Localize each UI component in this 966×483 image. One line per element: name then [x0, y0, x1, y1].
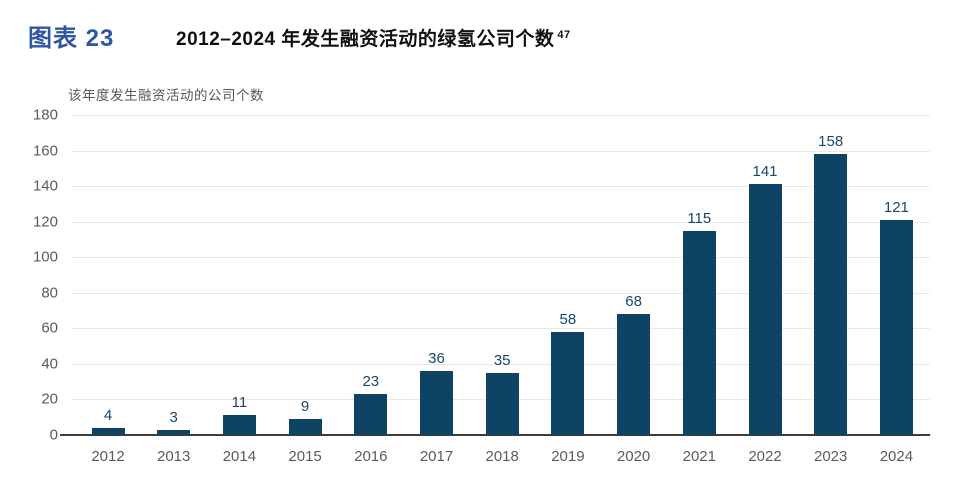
y-axis-tick-label: 80 [41, 284, 58, 302]
gridline [72, 328, 930, 330]
footnote-reference: 47 [557, 28, 571, 41]
y-axis-tick-label: 120 [32, 213, 58, 231]
bar-2021 [682, 230, 716, 435]
chart-title: 2012–2024 年发生融资活动的绿氢公司个数 47 [176, 24, 571, 51]
gridline [72, 292, 930, 294]
bar-2024 [879, 219, 913, 435]
y-axis-tick-label: 100 [32, 248, 58, 266]
y-axis-tick-label: 20 [41, 390, 58, 408]
bar-value-label: 141 [752, 163, 778, 181]
bar-2014 [222, 415, 256, 435]
bar-value-label: 36 [428, 350, 445, 367]
bar-value-label: 9 [300, 398, 310, 415]
gridline [72, 150, 930, 152]
bar-value-label: 11 [231, 394, 248, 412]
bar-value-label: 58 [559, 310, 577, 328]
bar-2015 [288, 419, 322, 435]
y-axis-tick-label: 40 [41, 355, 58, 373]
bar-value-label: 4 [103, 406, 113, 424]
x-axis-tick-label: 2017 [419, 448, 454, 465]
bar-2017 [420, 371, 453, 435]
bar-value-label: 115 [687, 209, 712, 227]
bar-2019 [551, 331, 585, 435]
gridline [72, 221, 930, 223]
bar-value-label: 158 [818, 133, 844, 151]
y-axis-tick-label: 180 [32, 106, 58, 124]
x-axis-tick-label: 2020 [616, 448, 651, 465]
bar-2018 [485, 372, 519, 435]
y-axis-tick-label: 140 [32, 177, 58, 195]
gridline [72, 115, 930, 116]
bar-value-label: 68 [625, 293, 642, 311]
x-axis-tick-label: 2016 [354, 448, 388, 465]
bar-2023 [814, 154, 848, 435]
y-axis-tick-label: 60 [41, 319, 58, 337]
x-axis-tick-label: 2021 [682, 448, 716, 465]
x-axis-tick-label: 2013 [157, 448, 191, 465]
gridline [72, 257, 930, 259]
y-axis-unit-label: 该年度发生融资活动的公司个数 [68, 88, 264, 103]
bar-2020 [617, 314, 651, 435]
bar-value-label: 23 [362, 373, 380, 391]
y-axis-tick-label: 0 [49, 426, 58, 444]
bar-2016 [354, 394, 388, 435]
bar-value-label: 35 [493, 351, 511, 369]
bar-value-label: 121 [883, 198, 909, 216]
gridline [72, 363, 930, 365]
x-axis-tick-label: 2018 [485, 448, 519, 465]
y-axis-tick-label: 160 [32, 142, 58, 160]
x-axis-tick-label: 2022 [748, 448, 782, 465]
bar-2012 [91, 427, 125, 435]
x-axis-line [60, 434, 930, 436]
gridline [72, 186, 930, 188]
y-axis: 0 20 40 60 80 100 120 140 160 180 [0, 107, 58, 444]
bar-value-label: 3 [169, 408, 178, 426]
x-axis-tick-label: 2019 [551, 448, 585, 465]
x-axis-tick-label: 2015 [288, 448, 322, 465]
chart-title-text: 2012–2024 年发生融资活动的绿氢公司个数 [176, 29, 555, 50]
x-axis-tick-label: 2012 [91, 448, 125, 465]
x-axis-tick-label: 2014 [222, 448, 257, 465]
plot-area: 4 2012 3 2013 11 2014 9 2015 23 2016 36 2017 35 2018 5… [60, 115, 930, 465]
x-axis-tick-label: 2024 [879, 448, 914, 465]
figure-label: 图表 23 [28, 25, 115, 52]
bar-2013 [157, 429, 191, 435]
x-axis-tick-label: 2023 [814, 448, 848, 465]
bar-2022 [748, 184, 782, 435]
